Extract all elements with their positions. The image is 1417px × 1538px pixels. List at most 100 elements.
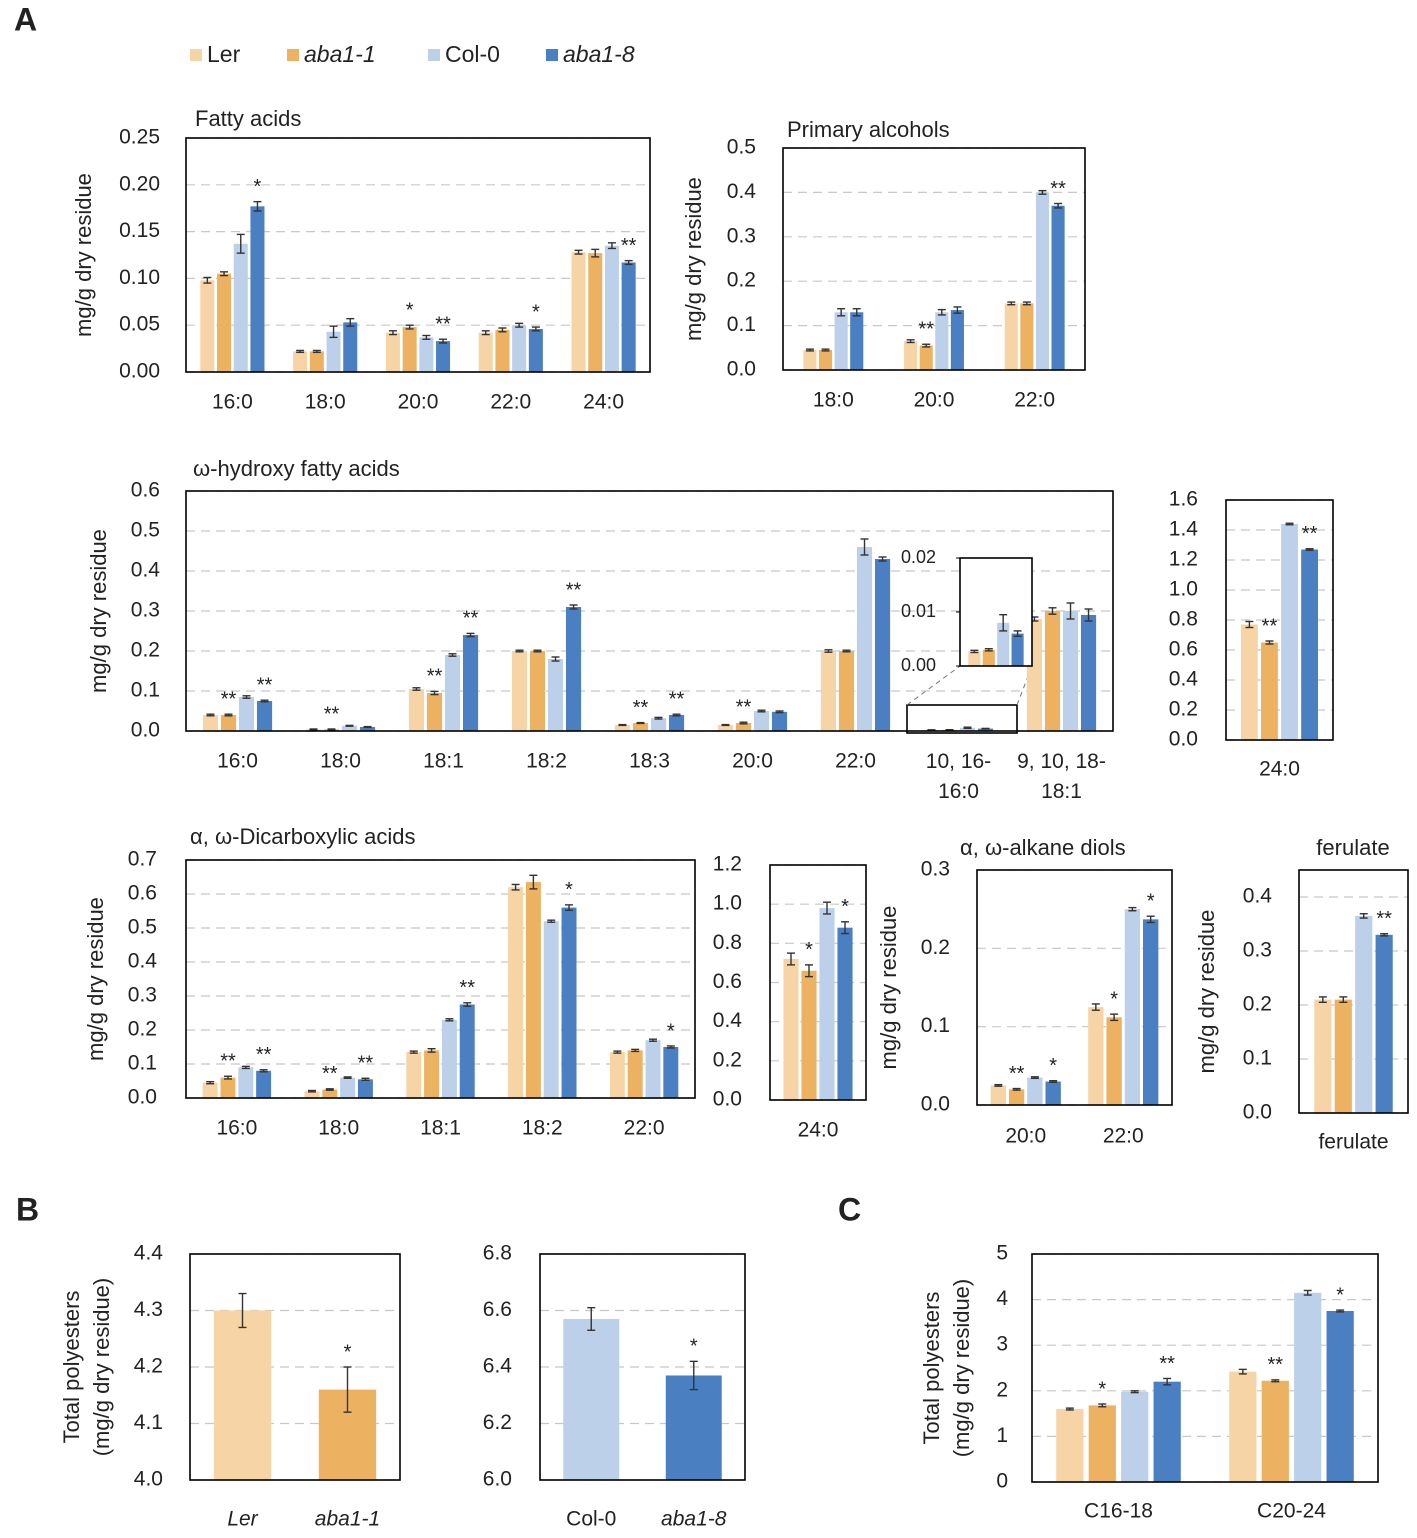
significance: ** xyxy=(435,314,451,336)
bar xyxy=(668,715,685,731)
y-tick-label: 0.1 xyxy=(727,313,756,336)
x-tick-label: 16:0 xyxy=(217,750,258,773)
bar xyxy=(803,350,817,370)
y-tick-label: 0.2 xyxy=(131,639,160,662)
inset-tick-label: 0.01 xyxy=(901,601,936,621)
bar xyxy=(1051,205,1065,370)
error-bar xyxy=(346,317,355,327)
error-bar xyxy=(672,713,681,717)
x-tick-label: Col-0 xyxy=(566,1508,616,1531)
significance: ** xyxy=(257,674,273,696)
error-bar xyxy=(1038,189,1047,195)
error-bar xyxy=(296,349,305,354)
bar xyxy=(408,689,425,731)
bar xyxy=(959,727,976,731)
error-bar xyxy=(206,1080,215,1085)
bar xyxy=(663,1047,679,1098)
legend-label: aba1-1 xyxy=(304,41,376,67)
x-tick-label: 18:0 xyxy=(305,391,346,414)
error-bar xyxy=(953,306,962,314)
error-bar xyxy=(1238,1368,1247,1375)
bar xyxy=(213,1310,272,1480)
bar xyxy=(1020,303,1034,370)
bar xyxy=(1011,633,1024,666)
bar xyxy=(250,206,265,372)
bar xyxy=(436,341,451,372)
bar xyxy=(340,1077,356,1098)
significance: * xyxy=(565,879,573,901)
bar xyxy=(511,651,528,731)
y-tick-label: 0.5 xyxy=(131,519,160,542)
bar xyxy=(650,718,667,731)
y-tick-label: 4.2 xyxy=(134,1355,163,1378)
y-tick-label: 4 xyxy=(996,1287,1008,1310)
bar xyxy=(233,243,248,372)
y-tick-label: 0.3 xyxy=(128,984,157,1007)
plot-frame xyxy=(185,137,651,373)
error-bar xyxy=(842,649,851,653)
significance: * xyxy=(1098,1378,1106,1400)
y-tick-label: 0.10 xyxy=(119,266,160,289)
error-bar xyxy=(1265,640,1274,645)
error-bar xyxy=(481,330,490,336)
error-bar xyxy=(775,710,784,714)
significance: * xyxy=(690,1336,698,1358)
error-bar xyxy=(1271,1379,1280,1383)
bar xyxy=(512,325,527,372)
error-bar xyxy=(343,1076,352,1079)
y-tick-label: 4.0 xyxy=(134,1468,163,1491)
bar xyxy=(609,1052,625,1098)
x-tick-label: 24:0 xyxy=(798,1119,839,1142)
bar xyxy=(1314,999,1332,1113)
error-bar xyxy=(1084,608,1093,622)
error-bar xyxy=(427,1047,436,1053)
error-bar xyxy=(1013,630,1022,637)
error-bar xyxy=(841,921,849,935)
zoom-box xyxy=(906,704,1018,734)
error-bar xyxy=(515,649,524,653)
bar xyxy=(528,328,543,372)
y-tick-label: 3 xyxy=(996,1333,1008,1356)
error-bar xyxy=(327,728,336,731)
bar xyxy=(343,322,358,372)
significance: ** xyxy=(1050,178,1066,200)
bar xyxy=(495,329,510,372)
error-bar xyxy=(307,1089,316,1093)
error-bar xyxy=(1163,1377,1172,1386)
y-tick-label: 0.4 xyxy=(131,559,161,582)
x-tick-label: 18:0 xyxy=(318,1117,359,1140)
x-tick-label: 16:0 xyxy=(216,1117,257,1140)
error-bar xyxy=(591,248,600,258)
x-tick-label: aba1-1 xyxy=(315,1508,380,1531)
plot-frame xyxy=(189,1253,401,1481)
y-tick-label: 0.00 xyxy=(119,360,160,383)
x-tick-label: 22:0 xyxy=(1014,389,1055,412)
significance: ** xyxy=(220,1051,236,1073)
error-bar xyxy=(1048,607,1057,615)
error-bar xyxy=(533,649,542,653)
error-bar xyxy=(613,1050,622,1054)
y-tick-label: 0.0 xyxy=(727,358,756,381)
bar xyxy=(402,327,417,372)
legend-swatch xyxy=(428,49,440,61)
bar xyxy=(459,1004,475,1098)
error-bar xyxy=(531,326,540,332)
y-tick-label: 1.2 xyxy=(713,853,742,876)
bar xyxy=(1229,1371,1257,1482)
x-tick-label: 18:0 xyxy=(320,750,361,773)
error-bar xyxy=(430,690,439,696)
y-tick-label: 0.2 xyxy=(921,936,950,959)
bar xyxy=(561,907,577,1098)
significance: ** xyxy=(621,235,637,257)
bar xyxy=(904,341,918,370)
significance: * xyxy=(344,1341,352,1363)
error-bar xyxy=(1318,996,1327,1003)
y-tick-label: 0.3 xyxy=(727,224,756,247)
y-tick-label: 0.20 xyxy=(119,172,160,195)
y-tick-label: 0.5 xyxy=(727,136,756,159)
bar xyxy=(326,331,341,372)
significance: * xyxy=(1049,1055,1057,1077)
error-bar xyxy=(1091,1003,1100,1011)
bar xyxy=(982,649,995,666)
